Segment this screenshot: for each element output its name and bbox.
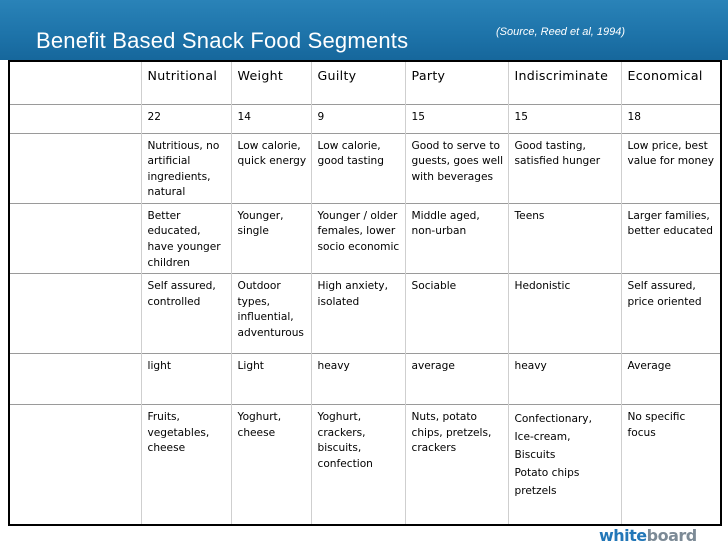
list-item: Potato chips [514, 467, 580, 480]
table-row-psychographics: Self assured, controlled Outdoor types, … [10, 273, 720, 354]
table-cell: Teens [507, 202, 621, 274]
table-cell: Good tasting, satisfied hunger [507, 132, 621, 204]
table-cell: Light [230, 353, 311, 405]
whiteboard-logo: whiteboard [599, 526, 697, 545]
table-cell: light [140, 353, 231, 405]
table-cell: heavy [507, 353, 621, 405]
table-cell: Yoghurt, crackers, biscuits, confection [310, 404, 405, 524]
table-cell: Younger, single [230, 202, 311, 274]
header-row: Nutritional Weight Guilty Party Indiscri… [10, 62, 720, 104]
table-cell: 9 [310, 103, 405, 133]
table-cell: Middle aged, non-urban [404, 202, 508, 274]
table-row-snacks: Fruits, vegetables, cheese Yoghurt, chee… [10, 404, 720, 524]
table-cell: 14 [230, 103, 311, 133]
table-cell: 18 [620, 103, 720, 133]
table-cell: 15 [507, 103, 621, 133]
header-party: Party [404, 62, 508, 104]
table-cell: average [404, 353, 508, 405]
table-cell: Low calorie, quick energy [230, 132, 311, 204]
table-cell: Larger families, better educated [620, 202, 720, 274]
table-cell: Yoghurt, cheese [230, 404, 311, 524]
row-label-cell [10, 132, 141, 204]
list-item: pretzels [514, 485, 557, 498]
table-cell: Younger / older females, lower socio eco… [310, 202, 405, 274]
table-cell: Hedonistic [507, 273, 621, 354]
table-cell: heavy [310, 353, 405, 405]
table-row-size: 22 14 9 15 15 18 [10, 103, 720, 133]
header-nutritional: Nutritional [140, 62, 231, 104]
list-item: Confectionary, [514, 413, 592, 426]
header-guilty: Guilty [310, 62, 405, 104]
table-cell: High anxiety, isolated [310, 273, 405, 354]
table-cell: Sociable [404, 273, 508, 354]
list-item: Ice-cream, [514, 431, 571, 444]
table-cell: 22 [140, 103, 231, 133]
table-cell: Low price, best value for money [620, 132, 720, 204]
table-cell: Fruits, vegetables, cheese [140, 404, 231, 524]
source-citation: (Source, Reed et al, 1994) [496, 26, 626, 38]
table-row-demographics: Better educated, have younger children Y… [10, 202, 720, 274]
title-bar: Benefit Based Snack Food Segments (Sourc… [0, 0, 728, 60]
header-indiscriminate: Indiscriminate [507, 62, 621, 104]
row-label-cell [10, 202, 141, 274]
list-item: Biscuits [514, 449, 556, 462]
row-label-cell [10, 62, 141, 104]
table-cell: No specific focus [620, 404, 720, 524]
segments-table: Nutritional Weight Guilty Party Indiscri… [8, 60, 722, 526]
row-label-cell [10, 103, 141, 133]
header-weight: Weight [230, 62, 311, 104]
table-cell: Confectionary, Ice-cream, Biscuits Potat… [507, 404, 621, 524]
table-cell: Low calorie, good tasting [310, 132, 405, 204]
table-row-benefits: Nutritious, no artificial ingredients, n… [10, 132, 720, 204]
table-cell: 15 [404, 103, 508, 133]
row-label-cell [10, 404, 141, 524]
table-cell: Nuts, potato chips, pretzels, crackers [404, 404, 508, 524]
header-economical: Economical [620, 62, 720, 104]
table-cell: Good to serve to guests, goes well with … [404, 132, 508, 204]
table-cell: Nutritious, no artificial ingredients, n… [140, 132, 231, 204]
table-cell: Self assured, controlled [140, 273, 231, 354]
row-label-cell [10, 353, 141, 405]
row-label-cell [10, 273, 141, 354]
table-row-consumption: light Light heavy average heavy Average [10, 353, 720, 405]
table-cell: Self assured, price oriented [620, 273, 720, 354]
table-cell: Better educated, have younger children [140, 202, 231, 274]
table-cell: Outdoor types, influential, adventurous [230, 273, 311, 354]
table-cell: Average [620, 353, 720, 405]
slide-title: Benefit Based Snack Food Segments [36, 28, 409, 53]
